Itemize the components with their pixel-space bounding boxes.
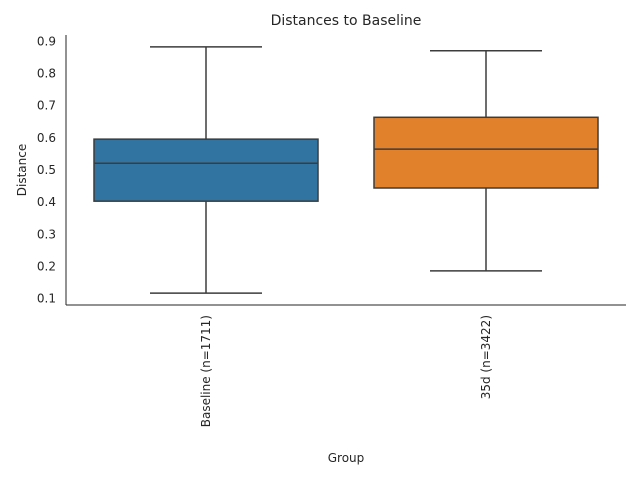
box-group (373, 50, 599, 272)
y-tick-label: 0.5 (37, 163, 56, 177)
y-tick-label: 0.2 (37, 259, 56, 273)
y-tick-label: 0.1 (37, 292, 56, 306)
iqr-box (93, 138, 319, 202)
y-axis-ticks: 0.1 0.2 0.3 0.4 0.5 0.6 0.7 0.8 0.9 (37, 34, 56, 305)
x-axis-ticks: Baseline (n=1711) 35d (n=3422) (199, 315, 493, 427)
y-tick-label: 0.9 (37, 34, 56, 48)
x-axis-title: Group (328, 451, 365, 465)
x-tick-label: 35d (n=3422) (479, 315, 493, 399)
chart-title: Distances to Baseline (271, 13, 422, 29)
y-tick-label: 0.7 (37, 99, 56, 113)
y-tick-label: 0.6 (37, 131, 56, 145)
boxes (93, 46, 599, 294)
x-tick-label: Baseline (n=1711) (199, 315, 213, 427)
y-tick-label: 0.4 (37, 195, 56, 209)
iqr-box (373, 116, 599, 189)
y-tick-label: 0.8 (37, 67, 56, 81)
y-axis-title: Distance (15, 144, 29, 196)
box-group (93, 46, 319, 294)
y-tick-label: 0.3 (37, 227, 56, 241)
